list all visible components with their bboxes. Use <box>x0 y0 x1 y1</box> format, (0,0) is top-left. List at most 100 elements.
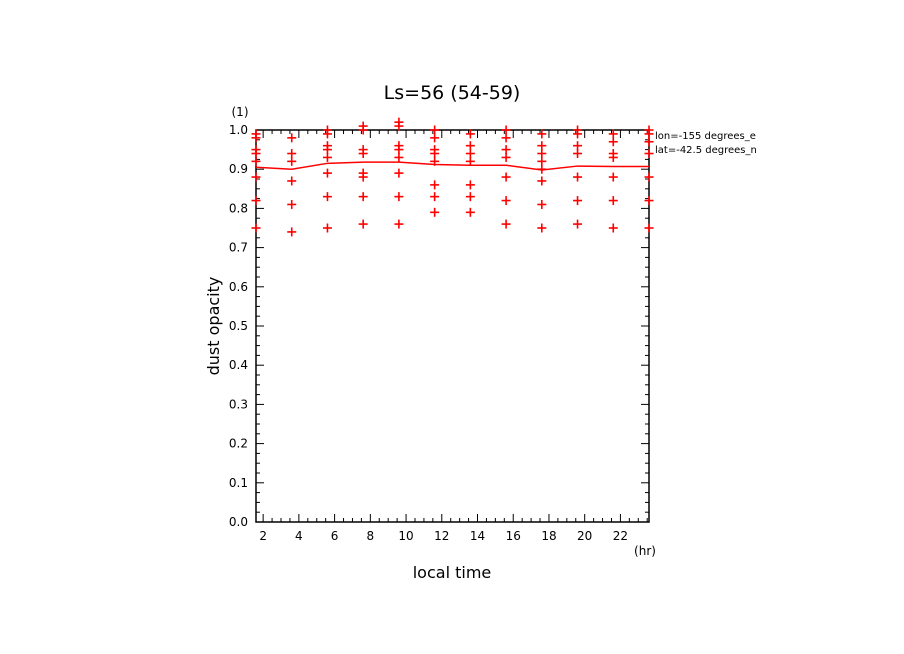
x-tick-label: 22 <box>613 529 628 543</box>
data-point <box>501 133 511 143</box>
data-point <box>537 149 547 159</box>
annotation-lat: lat=-42.5 degrees_n <box>655 145 757 156</box>
data-point <box>573 172 583 182</box>
x-tick-label: 14 <box>470 529 485 543</box>
plot-frame <box>255 129 650 523</box>
data-point <box>608 196 618 206</box>
data-point <box>644 149 654 159</box>
data-point <box>501 172 511 182</box>
data-point <box>287 133 297 143</box>
y-tick-label: 0.7 <box>229 241 248 255</box>
data-point <box>537 141 547 151</box>
data-point <box>644 172 654 182</box>
data-point <box>573 141 583 151</box>
data-point <box>537 164 547 174</box>
data-point <box>430 156 440 166</box>
data-point <box>358 149 368 159</box>
data-point <box>465 141 475 151</box>
data-point <box>501 152 511 162</box>
y-tick-label: 0.1 <box>229 476 248 490</box>
data-point <box>394 145 404 155</box>
chart-title: Ls=56 (54-59) <box>384 82 521 104</box>
data-point <box>465 207 475 217</box>
data-point <box>608 152 618 162</box>
data-point <box>465 192 475 202</box>
data-point <box>251 223 261 233</box>
x-tick-label: 12 <box>434 529 449 543</box>
y-tick-label: 0.3 <box>229 397 248 411</box>
data-point <box>465 149 475 159</box>
data-point <box>430 133 440 143</box>
data-point <box>287 149 297 159</box>
x-tick-label: 16 <box>506 529 521 543</box>
data-point <box>573 129 583 139</box>
data-point <box>251 156 261 166</box>
data-point <box>287 227 297 237</box>
data-point <box>537 199 547 209</box>
data-point <box>644 196 654 206</box>
y-unit-label: (1) <box>232 105 249 119</box>
data-point <box>394 219 404 229</box>
x-tick-label: 2 <box>259 529 267 543</box>
x-axis-label: local time <box>413 563 492 582</box>
y-axis-label: dust opacity <box>204 277 223 376</box>
data-point <box>430 125 440 135</box>
data-point <box>430 180 440 190</box>
data-point <box>394 121 404 131</box>
data-point <box>358 125 368 135</box>
data-point <box>322 145 332 155</box>
data-point <box>608 223 618 233</box>
data-point <box>465 156 475 166</box>
y-tick-label: 0.2 <box>229 437 248 451</box>
y-tick-label: 0.9 <box>229 162 248 176</box>
data-point <box>287 199 297 209</box>
y-tick-label: 0.6 <box>229 280 248 294</box>
y-tick-label: 0.8 <box>229 201 248 215</box>
data-point <box>608 172 618 182</box>
x-tick-label: 10 <box>398 529 413 543</box>
data-point <box>394 192 404 202</box>
data-point <box>465 180 475 190</box>
data-point <box>644 223 654 233</box>
data-point <box>501 196 511 206</box>
data-point <box>251 133 261 143</box>
data-point <box>430 192 440 202</box>
data-point <box>322 192 332 202</box>
data-point <box>573 219 583 229</box>
mean-line <box>255 161 649 171</box>
data-point <box>358 192 368 202</box>
data-points <box>251 117 654 237</box>
data-point <box>322 129 332 139</box>
x-tick-label: 20 <box>577 529 592 543</box>
data-point <box>430 149 440 159</box>
data-point <box>287 176 297 186</box>
data-point <box>537 223 547 233</box>
data-point <box>465 129 475 139</box>
y-tick-label: 0.0 <box>229 515 248 529</box>
data-point <box>573 149 583 159</box>
data-point <box>322 152 332 162</box>
y-tick-label: 0.5 <box>229 319 248 333</box>
data-point <box>394 152 404 162</box>
data-point <box>608 137 618 147</box>
data-point <box>394 168 404 178</box>
x-tick-label: 8 <box>367 529 375 543</box>
data-point <box>322 223 332 233</box>
data-point <box>608 129 618 139</box>
data-point <box>501 125 511 135</box>
data-point <box>644 137 654 147</box>
axis-ticks <box>256 129 649 523</box>
data-point <box>251 149 261 159</box>
data-point <box>537 176 547 186</box>
x-unit-label: (hr) <box>634 544 656 558</box>
y-tick-label: 0.4 <box>229 358 248 372</box>
x-tick-label: 4 <box>295 529 303 543</box>
data-point <box>322 168 332 178</box>
data-point <box>537 156 547 166</box>
data-point <box>644 129 654 139</box>
data-point <box>287 156 297 166</box>
data-point <box>358 172 368 182</box>
annotation-lon: lon=-155 degrees_e <box>655 131 756 142</box>
y-tick-label: 1.0 <box>229 123 248 137</box>
